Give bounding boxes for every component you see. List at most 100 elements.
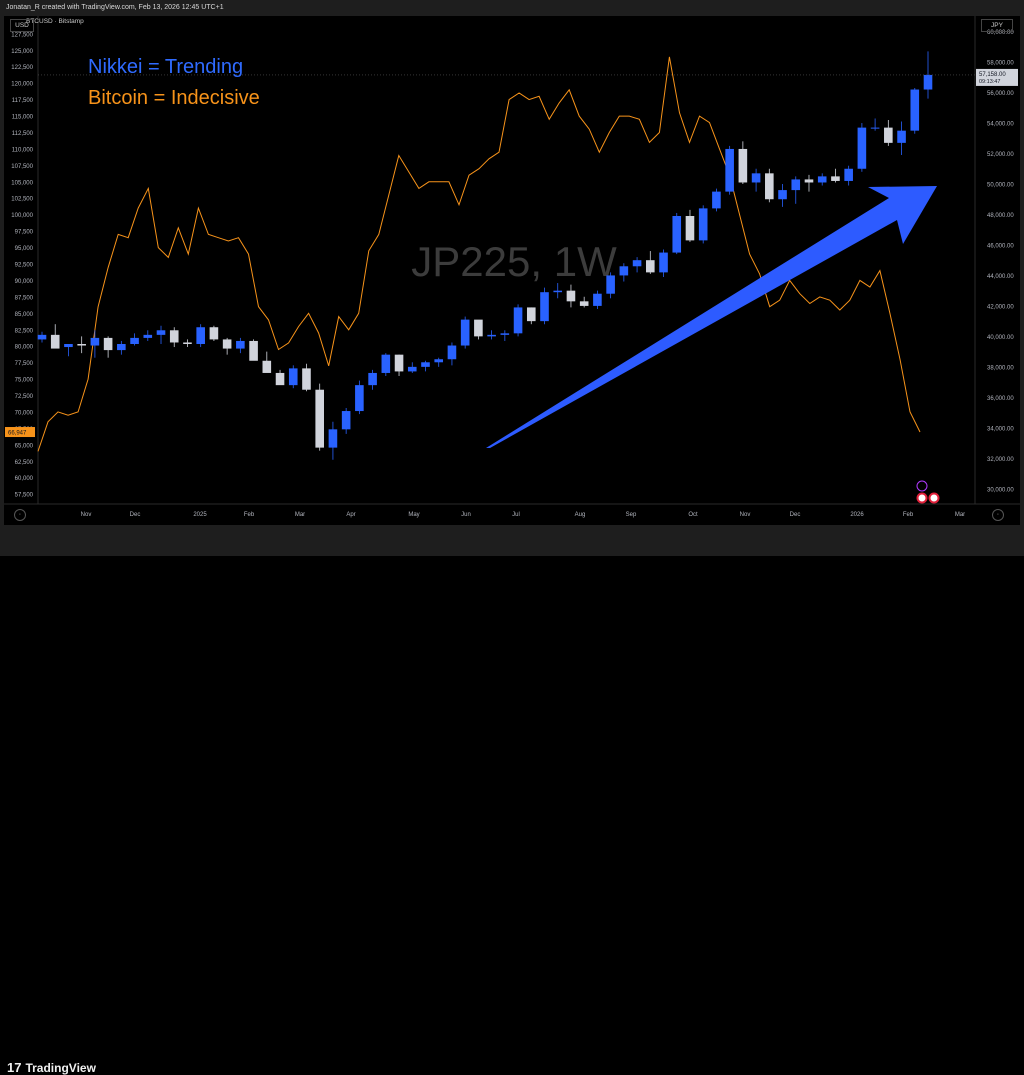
candle [791, 176, 801, 204]
candle-body [315, 389, 324, 448]
btc-price-line [37, 56, 921, 452]
chart-area[interactable]: 57,50060,00062,50065,00067,50070,00072,5… [4, 16, 1020, 525]
candle-body [434, 359, 444, 363]
candle [50, 324, 60, 349]
right-tick-label: 52,000.00 [987, 152, 1014, 158]
chart-svg[interactable]: 57,50060,00062,50065,00067,50070,00072,5… [4, 16, 1020, 525]
candle [659, 249, 668, 277]
left-currency-button[interactable]: USD [10, 19, 34, 32]
candle-body [778, 190, 787, 200]
candle [738, 141, 748, 184]
symbol-watermark: JP225, 1W [411, 238, 617, 285]
left-tick-label: 90,000 [15, 279, 34, 285]
candle-body [857, 127, 867, 169]
time-tick-label: Sep [626, 512, 637, 518]
left-tick-label: 120,000 [11, 82, 33, 88]
candle-body [593, 293, 602, 306]
time-tick-label: Mar [295, 512, 305, 518]
candle-body [355, 385, 364, 412]
time-tick-label: May [408, 512, 419, 518]
candle-body [90, 337, 100, 346]
time-tick-label: Feb [244, 512, 255, 518]
candle [355, 380, 364, 415]
candle-body [566, 290, 576, 302]
candle [606, 272, 615, 299]
time-tick-label: Dec [130, 512, 141, 518]
candle [328, 421, 338, 460]
candle-body [817, 176, 827, 183]
candle-body [844, 168, 853, 181]
candle [460, 316, 470, 349]
candle-body [526, 307, 536, 322]
candle-body [897, 130, 906, 143]
candle [249, 339, 258, 361]
time-tick-label: Dec [790, 512, 801, 518]
candle [275, 369, 285, 386]
candle [593, 290, 602, 309]
candle [381, 353, 391, 376]
brand-name: TradingView [25, 1060, 96, 1075]
candle-body [196, 327, 205, 344]
event-marker-icon [916, 480, 928, 492]
candle-body [368, 372, 377, 386]
candle-body [751, 173, 761, 183]
left-tick-label: 57,500 [15, 493, 34, 499]
candle [368, 369, 377, 390]
candle-body [236, 340, 245, 349]
left-tick-label: 100,000 [11, 213, 33, 219]
dividend-marker-icon [928, 492, 940, 504]
candle-body [156, 330, 166, 335]
candle [487, 330, 496, 340]
event-markers[interactable] [916, 480, 940, 504]
candle [288, 365, 298, 389]
candle [209, 325, 219, 341]
right-currency-button[interactable]: JPY [981, 19, 1013, 32]
candle-body [50, 334, 60, 349]
candle [579, 296, 589, 308]
candle-body [831, 176, 840, 181]
candle-body [632, 260, 642, 267]
candle-body [381, 354, 391, 373]
candle [103, 336, 113, 358]
candle-body [117, 344, 126, 351]
symbol-label[interactable]: BTCUSD · Bitstamp [26, 18, 84, 25]
candle-body [540, 292, 549, 322]
candle [526, 307, 536, 325]
right-tick-label: 42,000.00 [987, 304, 1014, 310]
brand[interactable]: 17 TradingView [7, 1060, 96, 1075]
left-tick-label: 117,500 [12, 98, 34, 104]
candle [857, 123, 867, 172]
candle [421, 360, 430, 372]
candle [817, 173, 827, 186]
left-tick-label: 70,000 [15, 410, 34, 416]
tradingview-logo-icon: 17 [7, 1060, 22, 1075]
left-tick-label: 80,000 [15, 345, 34, 351]
settings-circle-icon[interactable]: ◦ [14, 509, 26, 521]
candle [831, 168, 840, 183]
candle [844, 165, 853, 186]
right-last-price-bg [976, 68, 1018, 86]
left-tick-label: 62,500 [15, 460, 34, 466]
created-by-bar: Jonatan_R created with TradingView.com, … [0, 0, 1024, 16]
candle [712, 188, 721, 212]
candle-body [249, 340, 258, 361]
left-tick-label: 112,500 [12, 131, 34, 137]
candle-body [712, 191, 721, 209]
candle [540, 287, 549, 325]
auto-scale-circle-icon[interactable]: ◦ [992, 509, 1004, 521]
right-last-price-label: 57,158.00 [979, 72, 1006, 78]
candle [196, 324, 205, 348]
candle-body [143, 334, 153, 338]
candle-body [183, 342, 192, 344]
candle [222, 337, 232, 355]
candle [685, 209, 695, 242]
candle [725, 145, 734, 195]
candle [169, 327, 179, 348]
candle-body [791, 179, 801, 191]
candle-body [738, 148, 748, 183]
candle-body [302, 368, 311, 390]
candle [698, 205, 708, 244]
right-countdown-label: 09:13:47 [979, 79, 1000, 85]
candle [619, 263, 629, 282]
candle-body [870, 127, 880, 129]
